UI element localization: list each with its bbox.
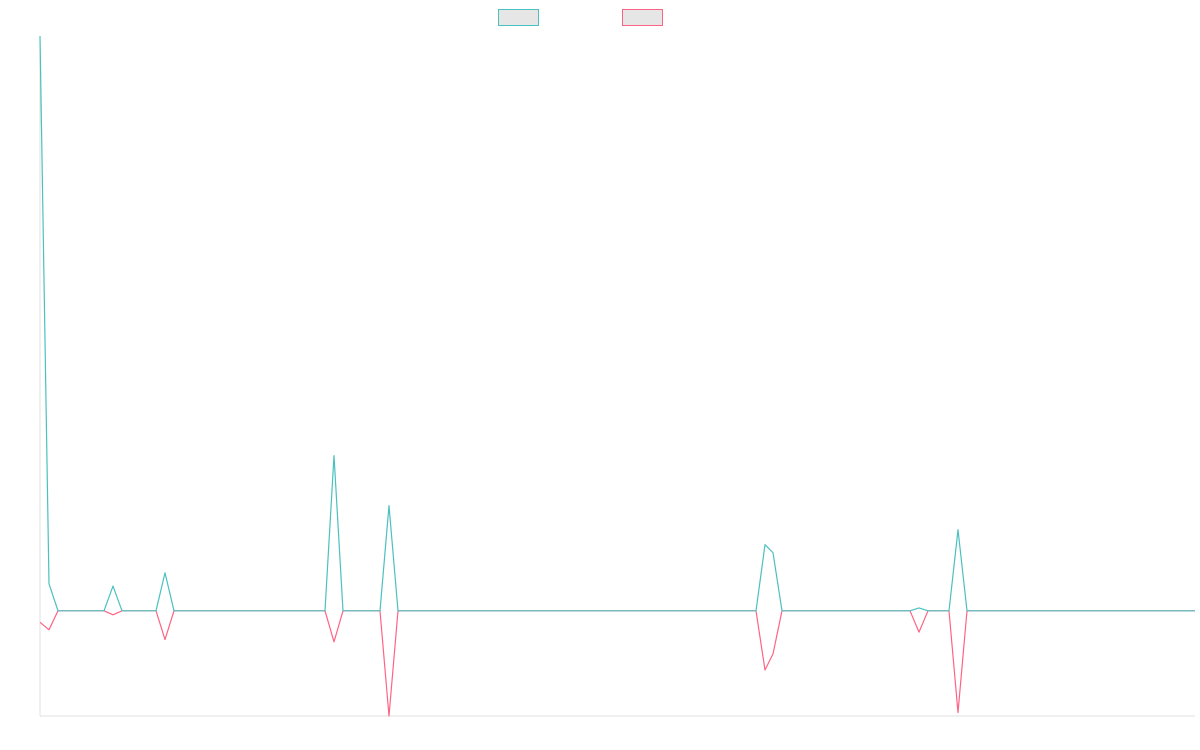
legend-swatch[interactable] xyxy=(622,9,663,26)
legend xyxy=(498,9,663,26)
legend-swatch[interactable] xyxy=(498,9,539,26)
plot-area xyxy=(39,35,1195,717)
series-line xyxy=(39,610,1195,717)
series-line xyxy=(39,35,1195,612)
